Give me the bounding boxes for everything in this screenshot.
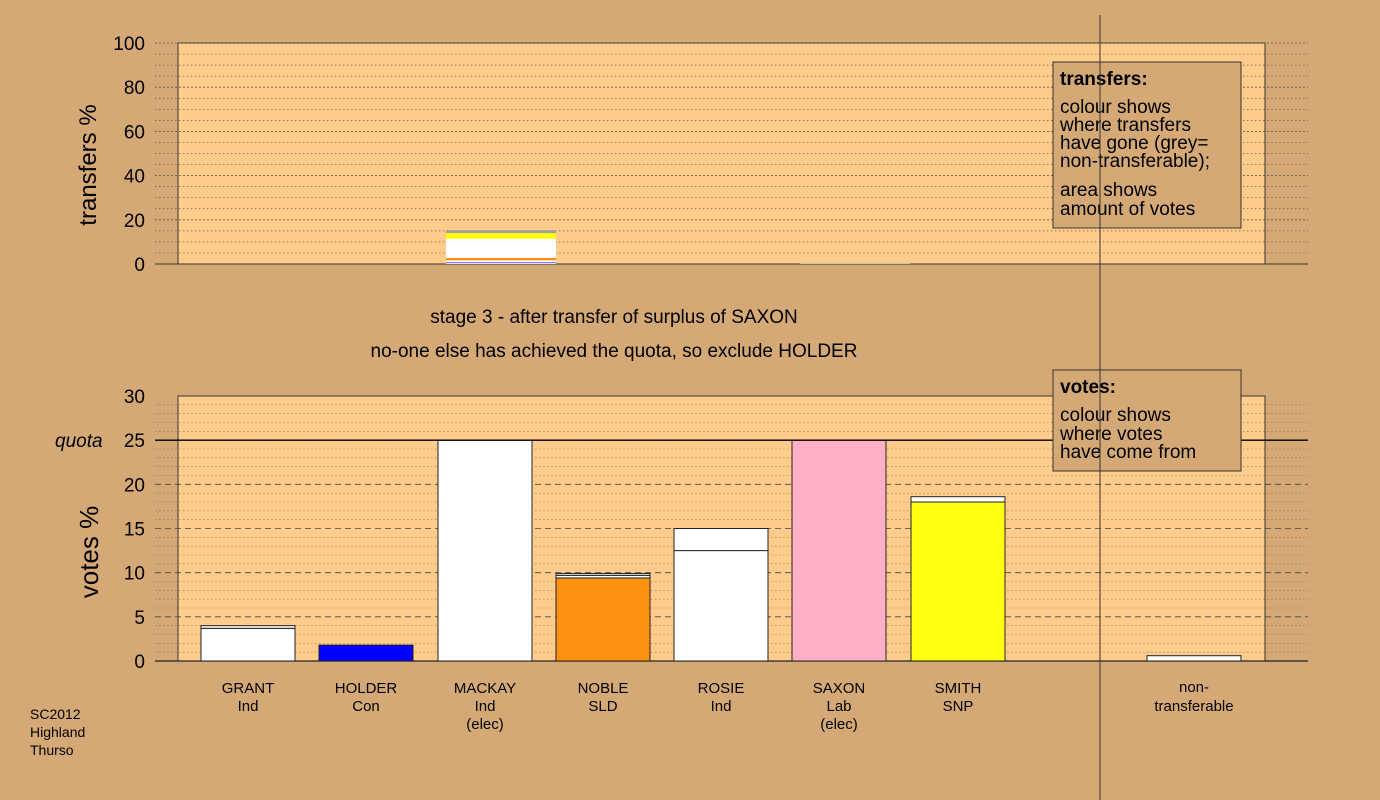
- transfers-legend: transfers: colour shows where transfers …: [1052, 61, 1242, 229]
- votes-y-tick-label: 15: [124, 520, 145, 541]
- transfers-legend-title: transfers:: [1060, 69, 1148, 90]
- transfers-y-tick-label: 100: [113, 34, 145, 55]
- candidate-name: GRANT: [222, 680, 275, 697]
- transfers-legend-line: where transfers: [1059, 115, 1191, 136]
- transfer-segment: [446, 263, 556, 264]
- candidate-party: Con: [352, 698, 380, 715]
- transfers-chart: 0 20 40 60 80 100 transfers % transfers: colo…: [75, 34, 1308, 276]
- vote-segment: [318, 644, 414, 662]
- transfer-segment: [446, 233, 556, 239]
- transfers-legend-line: colour shows: [1060, 97, 1171, 118]
- candidate-party: Ind: [238, 698, 259, 715]
- nontransferable-label: non-: [1179, 679, 1209, 696]
- transfers-y-tick-label: 20: [124, 211, 145, 232]
- footer-ward: Thurso: [30, 742, 74, 758]
- candidate-status: (elec): [820, 716, 858, 733]
- nontransferable-label: transferable: [1154, 698, 1233, 715]
- transfer-segment: [446, 258, 556, 261]
- vote-segment: [555, 577, 651, 662]
- transfers-y-tick-label: 40: [124, 167, 145, 188]
- transfers-y-axis-label: transfers %: [75, 104, 102, 225]
- candidate-party: Lab: [826, 698, 851, 715]
- candidate-status: (elec): [466, 716, 504, 733]
- votes-bars: [200, 439, 1242, 662]
- transfers-y-tick-label: 80: [124, 78, 145, 99]
- vote-segment: [910, 496, 1006, 503]
- vote-segment: [673, 528, 769, 552]
- votes-y-tick-label: 25: [124, 431, 145, 452]
- votes-y-tick-label: 20: [124, 475, 145, 496]
- transfers-legend-line: amount of votes: [1060, 199, 1195, 220]
- votes-y-tick-label: 10: [124, 564, 145, 585]
- transfers-legend-box: [1052, 61, 1242, 229]
- candidate-party: SNP: [943, 698, 974, 715]
- transfer-segment: [446, 241, 556, 259]
- votes-y-axis-label: votes %: [74, 506, 104, 599]
- vote-segment: [200, 627, 296, 662]
- votes-legend-line: where votes: [1059, 424, 1162, 445]
- candidate-party: Ind: [475, 698, 496, 715]
- vote-segment: [200, 625, 296, 629]
- transfers-bars: [446, 230, 910, 264]
- quota-label: quota: [55, 431, 103, 452]
- transfers-legend-line: have gone (grey=: [1060, 133, 1208, 154]
- candidate-name: SAXON: [813, 680, 866, 697]
- footer-region: Highland: [30, 724, 85, 740]
- transfer-segment: [800, 262, 910, 264]
- votes-legend-line: have come from: [1060, 442, 1196, 463]
- votes-y-tick-label: 0: [134, 652, 145, 673]
- transfers-legend-line: area shows: [1060, 180, 1157, 201]
- vote-segment: [791, 439, 887, 662]
- candidate-party: Ind: [711, 698, 732, 715]
- votes-y-tick-label: 5: [134, 608, 145, 629]
- stage-note: no-one else has achieved the quota, so e…: [371, 341, 858, 362]
- transfers-y-tick-label: 60: [124, 122, 145, 143]
- vote-segment: [1146, 655, 1242, 662]
- transfers-y-ticks: 0 20 40 60 80 100: [113, 34, 145, 276]
- votes-legend-line: colour shows: [1060, 405, 1171, 426]
- transfers-y-tick-label: 0: [134, 255, 145, 276]
- candidate-name: MACKAY: [454, 680, 516, 697]
- candidate-labels: GRANTIndHOLDERConMACKAYInd(elec)NOBLESLD…: [222, 679, 1234, 733]
- transfer-segment: [446, 262, 556, 264]
- vote-segment: [437, 439, 533, 662]
- votes-y-tick-label: 30: [124, 387, 145, 408]
- transfer-segment: [446, 238, 556, 242]
- votes-legend-title: votes:: [1060, 377, 1116, 398]
- votes-legend: votes: colour shows where votes have com…: [1052, 369, 1242, 472]
- transfer-segment: [446, 260, 556, 263]
- candidate-name: ROSIE: [698, 680, 745, 697]
- transfers-legend-line: non-transferable);: [1060, 151, 1210, 172]
- candidate-party: SLD: [588, 698, 617, 715]
- votes-legend-box: [1052, 369, 1242, 472]
- candidate-name: HOLDER: [335, 680, 398, 697]
- footer-code: SC2012: [30, 706, 81, 722]
- stage-caption: stage 3 - after transfer of surplus of S…: [430, 307, 798, 328]
- vote-segment: [555, 573, 651, 576]
- votes-y-ticks: 0 5 10 15 20 25 30: [124, 387, 145, 673]
- candidate-name: SMITH: [935, 680, 982, 697]
- transfer-segment: [446, 230, 556, 234]
- vote-segment: [910, 501, 1006, 662]
- candidate-name: NOBLE: [578, 680, 629, 697]
- vote-segment: [673, 550, 769, 662]
